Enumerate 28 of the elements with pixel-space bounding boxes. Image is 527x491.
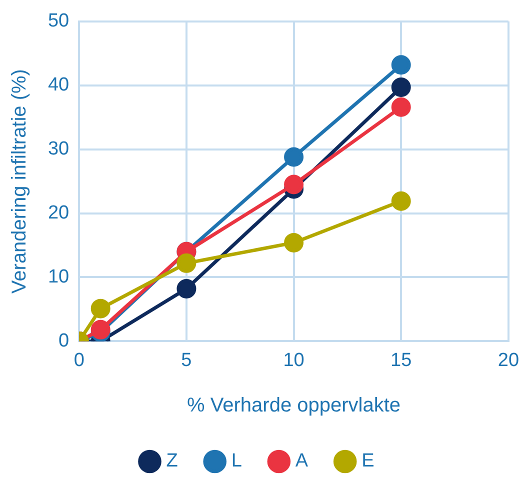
x-tick-label: 20 <box>498 350 520 371</box>
point <box>90 298 110 318</box>
legend-label: E <box>362 450 374 472</box>
y-tick-label: 0 <box>58 330 70 352</box>
point <box>284 147 304 167</box>
y-tick-label: 50 <box>48 10 70 32</box>
point <box>284 232 304 252</box>
point <box>391 191 411 211</box>
point <box>391 55 411 75</box>
y-tick-label: 30 <box>48 138 70 160</box>
point <box>176 253 196 273</box>
x-tick-label: 15 <box>390 350 412 371</box>
legend-label: Z <box>166 450 178 472</box>
y-axis-title: Verandering infiltratie (%) <box>8 69 31 294</box>
point <box>176 279 196 299</box>
point <box>391 78 411 98</box>
point <box>90 320 110 340</box>
y-tick-label: 10 <box>48 266 70 288</box>
x-tick-label: 5 <box>181 350 192 371</box>
point <box>284 174 304 194</box>
y-tick-label: 40 <box>48 74 70 96</box>
x-tick-label: 0 <box>74 350 84 371</box>
x-axis-title: % Verharde oppervlakte <box>187 394 401 417</box>
legend-label: A <box>295 450 308 472</box>
y-tick-label: 20 <box>48 202 70 224</box>
legend-label: L <box>231 450 242 472</box>
x-tick-label: 10 <box>283 350 304 371</box>
point <box>391 97 411 117</box>
